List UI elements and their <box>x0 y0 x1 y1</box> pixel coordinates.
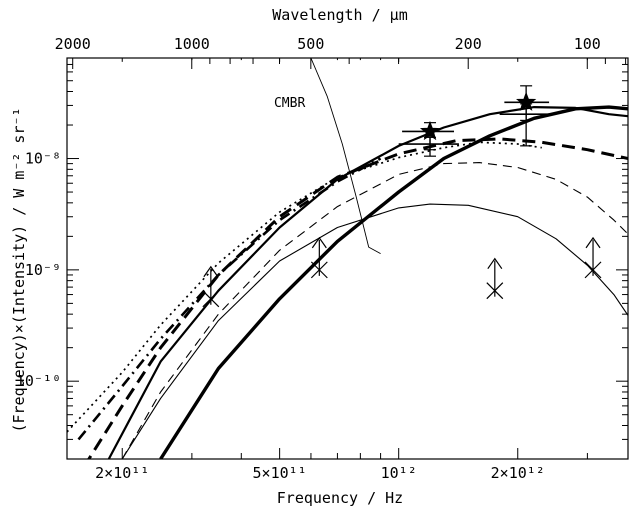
x2-axis-label: Wavelength / μm <box>272 6 407 24</box>
series-line-2-solid-medium <box>109 107 628 459</box>
x2-tick-label-2: 1000 <box>174 35 210 53</box>
series-layer <box>67 58 628 467</box>
series-line-5-dashed-thin <box>122 163 628 459</box>
series-line-3-solid-thin <box>122 204 628 459</box>
tick-layer <box>67 58 628 459</box>
x-axis-label: Frequency / Hz <box>277 489 403 507</box>
x-tick-label-4: 2×10¹² <box>491 464 545 482</box>
series-line-7-dash-dot <box>79 159 381 440</box>
annotation-1: CMBR <box>274 96 305 111</box>
y-tick-label-2: 10⁻⁹ <box>25 261 61 279</box>
x-tick-label-2: 5×10¹¹ <box>253 464 307 482</box>
marker-layer <box>203 86 601 307</box>
plot-frame <box>67 58 628 459</box>
x2-tick-label-5: 100 <box>574 35 601 53</box>
y-axis-label: (Frequency)×(Intensity) / W m⁻² sr⁻¹ <box>10 107 28 432</box>
x2-tick-label-4: 200 <box>455 35 482 53</box>
x2-tick-label-1: 2000 <box>55 35 91 53</box>
series-line-4-dashed-thick <box>84 139 628 467</box>
x2-tick-label-3: 500 <box>297 35 324 53</box>
series-line-6-dotted <box>67 142 542 432</box>
y-tick-label-3: 10⁻⁸ <box>25 150 61 168</box>
x-tick-label-1: 2×10¹¹ <box>95 464 149 482</box>
x-tick-label-3: 10¹² <box>381 464 417 482</box>
